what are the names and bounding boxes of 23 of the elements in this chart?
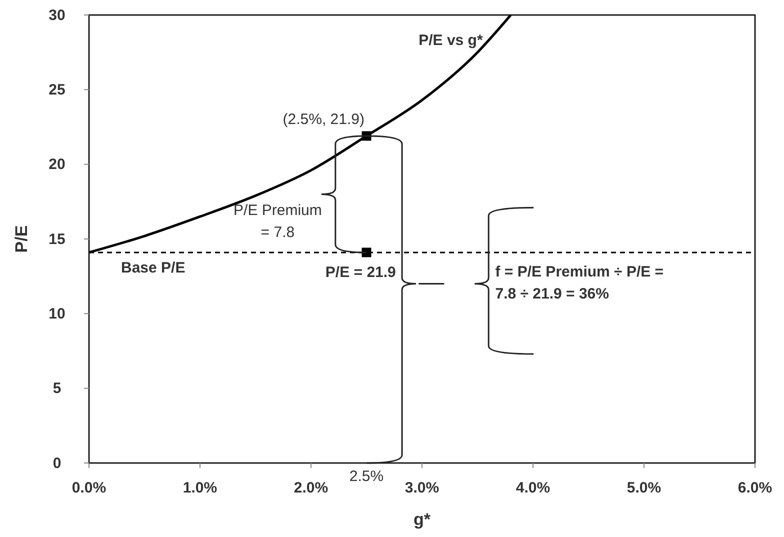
annotation: P/E Premium = 7.8 [234, 202, 322, 242]
text: 2.5% [349, 468, 384, 485]
annotation: f = P/E Premium ÷ P/E = 7.8 ÷ 21.9 = 36% [495, 263, 664, 302]
y-axis-title: P/E [12, 225, 31, 253]
y-tick-label: 20 [48, 156, 66, 174]
x-tick-label: 0.0% [72, 480, 106, 497]
y-tick-label: 15 [48, 230, 66, 248]
ref-line-label: Base P/E [121, 259, 186, 276]
annotation: (2.5%, 21.9) [282, 110, 364, 128]
y-tick-label: 0 [52, 454, 62, 472]
series-label: P/E vs g* [418, 32, 483, 49]
x-tick-label: 1.0% [182, 480, 218, 497]
x-tick-label: 4.0% [516, 480, 550, 497]
x-tick-label: 5.0% [626, 480, 662, 497]
y-tick-label: 5 [52, 380, 62, 398]
x-tick-label: 3.0% [404, 480, 440, 497]
x-axis-title: g* [414, 510, 431, 529]
x-tick-label: 2.0% [294, 480, 328, 497]
annotation: P/E = 21.9 [325, 264, 396, 281]
x-tick-label: 6.0% [738, 480, 772, 497]
y-tick-label: 30 [48, 6, 66, 24]
y-tick-label: 10 [48, 305, 66, 322]
y-tick-label: 25 [48, 81, 66, 98]
